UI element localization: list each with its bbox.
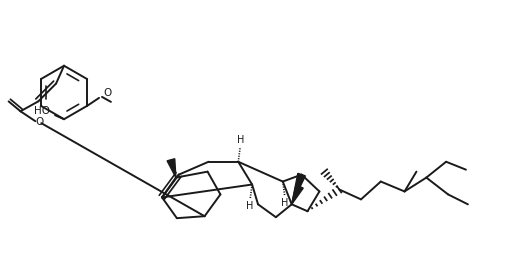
Text: HO: HO: [34, 106, 50, 116]
Text: H: H: [236, 135, 244, 145]
Text: O: O: [35, 117, 43, 127]
Text: H: H: [281, 198, 288, 208]
Polygon shape: [167, 159, 176, 178]
Polygon shape: [292, 185, 303, 204]
Text: H: H: [246, 201, 254, 211]
Text: O: O: [104, 88, 112, 98]
Polygon shape: [292, 173, 305, 204]
